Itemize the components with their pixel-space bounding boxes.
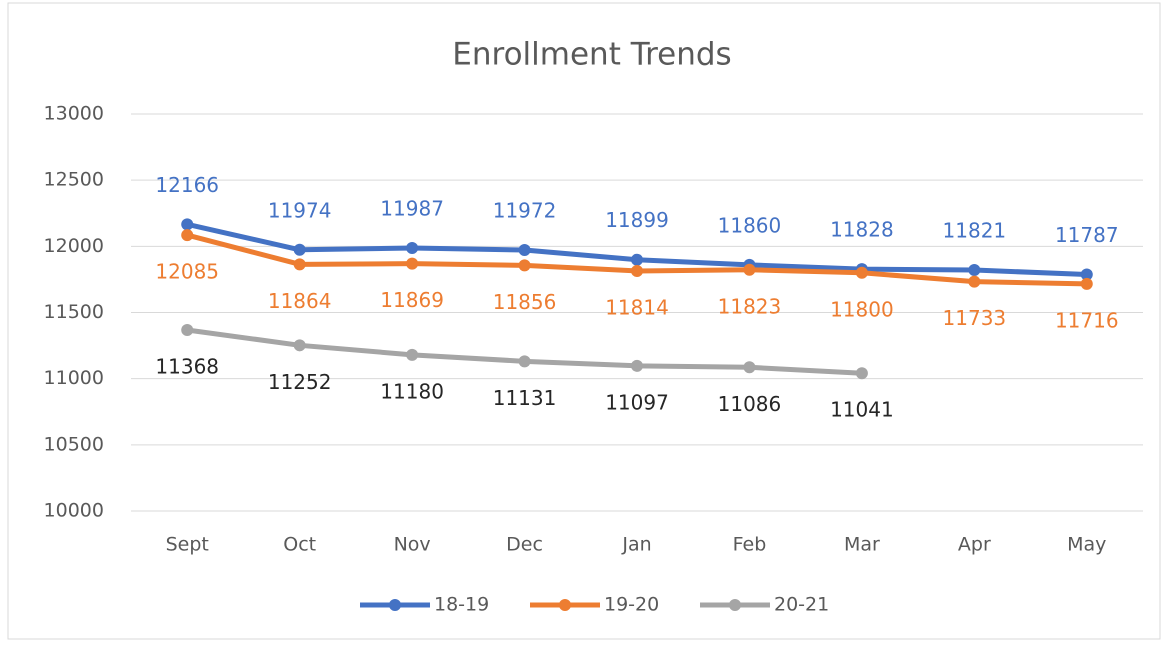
point xyxy=(743,263,756,276)
data-label: 11180 xyxy=(380,379,444,403)
point xyxy=(518,259,531,272)
legend-dot xyxy=(559,599,571,611)
point xyxy=(631,264,643,277)
x-tick-label: Sept xyxy=(166,534,209,556)
point xyxy=(406,348,419,361)
y-tick-label: 13000 xyxy=(44,103,104,125)
x-tick-label: May xyxy=(1067,534,1106,556)
point xyxy=(518,244,531,257)
y-tick-label: 12500 xyxy=(44,169,104,191)
legend-label: 20-21 xyxy=(774,594,829,616)
chart-title: Enrollment Trends xyxy=(452,37,731,73)
point xyxy=(743,361,756,374)
data-label: 11041 xyxy=(830,398,894,422)
x-tick-label: Oct xyxy=(283,534,316,556)
legend-label: 18-19 xyxy=(434,594,489,616)
data-label: 11800 xyxy=(830,297,894,321)
point xyxy=(518,355,531,368)
point xyxy=(968,264,981,277)
data-label: 11972 xyxy=(493,199,557,223)
data-label: 11869 xyxy=(380,288,444,312)
y-tick-label: 11000 xyxy=(44,367,104,389)
point xyxy=(631,253,643,266)
data-label: 11974 xyxy=(268,198,332,222)
y-tick-label: 11500 xyxy=(44,301,104,323)
legend-label: 19-20 xyxy=(604,594,659,616)
point xyxy=(968,275,981,288)
data-label: 11716 xyxy=(1055,308,1119,332)
data-label: 12166 xyxy=(155,173,219,197)
point xyxy=(293,339,306,352)
x-tick-label: Jan xyxy=(621,534,651,556)
data-label: 11860 xyxy=(718,213,782,237)
chart-frame xyxy=(7,2,1161,640)
data-label: 12085 xyxy=(155,260,219,284)
data-label: 11086 xyxy=(718,392,782,416)
data-label: 11252 xyxy=(268,370,332,394)
data-label: 11899 xyxy=(605,208,669,232)
y-tick-label: 10000 xyxy=(44,500,104,522)
data-label: 11828 xyxy=(830,218,894,242)
data-label: 11131 xyxy=(493,386,557,410)
point xyxy=(181,229,194,242)
x-tick-label: Nov xyxy=(394,534,431,556)
point xyxy=(293,258,306,271)
point xyxy=(855,367,868,380)
x-tick-label: Dec xyxy=(506,534,543,556)
data-label: 11823 xyxy=(718,294,782,318)
legend-dot xyxy=(729,599,741,611)
legend-dot xyxy=(389,599,401,611)
point xyxy=(855,266,868,279)
data-label: 11987 xyxy=(380,197,444,221)
y-tick-label: 12000 xyxy=(44,235,104,257)
data-label: 11864 xyxy=(268,289,332,313)
point xyxy=(1080,277,1093,290)
point xyxy=(181,323,194,336)
x-tick-label: Mar xyxy=(844,534,880,556)
data-label: 11814 xyxy=(605,295,669,319)
point xyxy=(406,242,419,255)
point xyxy=(406,257,419,270)
data-label: 11097 xyxy=(605,390,669,414)
y-tick-label: 10500 xyxy=(44,433,104,455)
point xyxy=(181,218,194,231)
data-label: 11787 xyxy=(1055,223,1119,247)
point xyxy=(1080,268,1093,281)
data-label: 11856 xyxy=(493,290,557,314)
x-tick-label: Apr xyxy=(958,534,991,556)
data-label: 11821 xyxy=(943,219,1007,243)
point xyxy=(293,243,306,256)
x-tick-label: Feb xyxy=(733,534,767,556)
data-label: 11368 xyxy=(155,354,219,378)
data-label: 11733 xyxy=(943,306,1007,330)
point xyxy=(631,359,643,372)
